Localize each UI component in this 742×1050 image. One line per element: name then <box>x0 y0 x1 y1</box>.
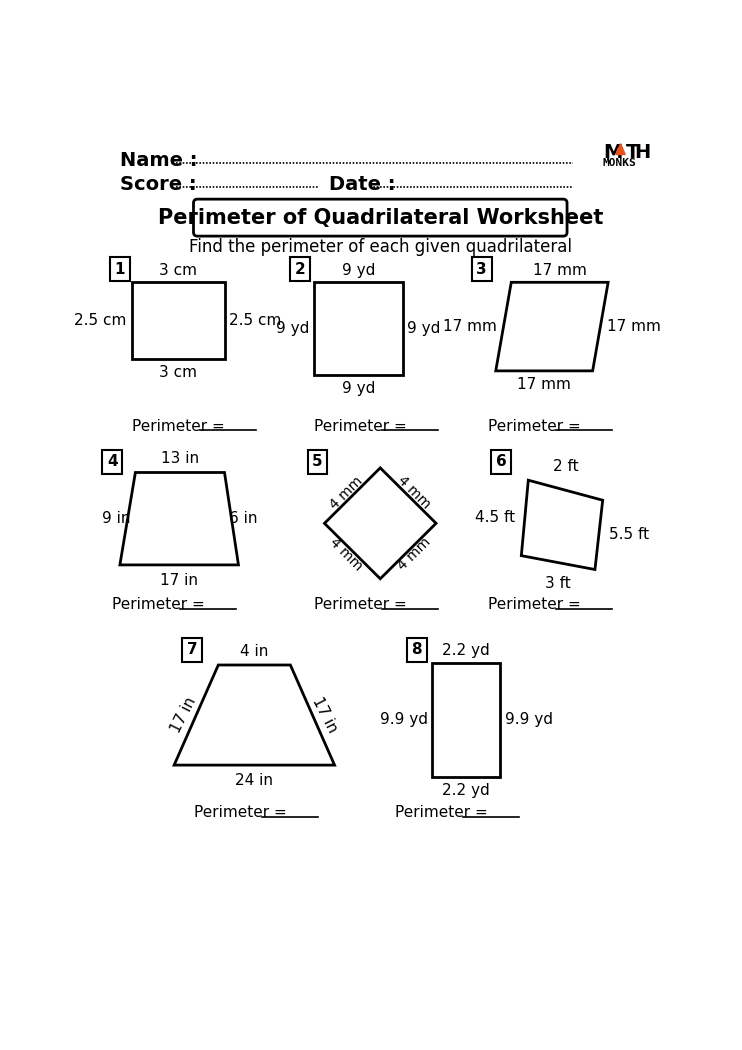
Text: 9 yd: 9 yd <box>341 381 375 396</box>
Text: 4 mm: 4 mm <box>395 474 433 511</box>
Text: 9 in: 9 in <box>102 511 131 526</box>
Bar <box>314 282 403 375</box>
Text: 17 mm: 17 mm <box>517 377 571 392</box>
Text: Perimeter =: Perimeter = <box>314 419 407 434</box>
Text: 2.5 cm: 2.5 cm <box>74 313 127 329</box>
Text: Score :: Score : <box>120 175 197 194</box>
Text: 3 cm: 3 cm <box>159 262 197 277</box>
Text: 3 ft: 3 ft <box>545 575 571 591</box>
Text: 24 in: 24 in <box>235 773 273 788</box>
Text: 8: 8 <box>411 643 422 657</box>
Text: 4 mm: 4 mm <box>395 536 433 573</box>
Text: 17 in: 17 in <box>309 695 340 735</box>
Text: 4: 4 <box>107 455 117 469</box>
Text: Name :: Name : <box>120 151 197 170</box>
Text: Perimeter =: Perimeter = <box>194 805 286 820</box>
Text: Perimeter =: Perimeter = <box>112 597 205 612</box>
Text: Date :: Date : <box>329 175 395 194</box>
Text: M: M <box>603 143 623 162</box>
Text: 5.5 ft: 5.5 ft <box>609 527 649 543</box>
Text: Perimeter of Quadrilateral Worksheet: Perimeter of Quadrilateral Worksheet <box>157 208 603 228</box>
Bar <box>432 663 500 777</box>
Text: 4 mm: 4 mm <box>327 474 365 511</box>
Text: 9 yd: 9 yd <box>275 321 309 336</box>
Text: 4.5 ft: 4.5 ft <box>475 510 515 525</box>
Text: Perimeter =: Perimeter = <box>395 805 487 820</box>
Text: 17 mm: 17 mm <box>444 319 497 334</box>
Text: 2 ft: 2 ft <box>553 459 578 474</box>
Text: Perimeter =: Perimeter = <box>488 419 581 434</box>
Text: 1: 1 <box>114 261 125 277</box>
Bar <box>131 282 225 359</box>
Text: Perimeter =: Perimeter = <box>488 597 581 612</box>
Text: 2.2 yd: 2.2 yd <box>442 783 490 798</box>
Text: 2: 2 <box>295 261 306 277</box>
Text: 2.2 yd: 2.2 yd <box>442 643 490 658</box>
Text: MONKS: MONKS <box>603 158 637 168</box>
Text: 9.9 yd: 9.9 yd <box>505 712 553 728</box>
Text: T: T <box>626 143 640 162</box>
Text: 9.9 yd: 9.9 yd <box>380 712 427 728</box>
Text: 17 in: 17 in <box>168 695 199 735</box>
Text: Find the perimeter of each given quadrilateral: Find the perimeter of each given quadril… <box>188 238 572 256</box>
Polygon shape <box>616 144 626 154</box>
FancyBboxPatch shape <box>194 200 567 236</box>
Text: 9 yd: 9 yd <box>407 321 441 336</box>
Text: 17 in: 17 in <box>160 572 198 588</box>
Text: 3: 3 <box>476 261 487 277</box>
Text: 3 cm: 3 cm <box>159 365 197 380</box>
Text: 4 mm: 4 mm <box>327 536 365 573</box>
Text: 2.5 cm: 2.5 cm <box>229 313 281 329</box>
Text: 17 mm: 17 mm <box>533 262 587 277</box>
Text: 17 mm: 17 mm <box>606 319 660 334</box>
Text: 6 in: 6 in <box>229 511 257 526</box>
Text: 6: 6 <box>496 455 507 469</box>
Text: 13 in: 13 in <box>161 452 199 466</box>
Text: 7: 7 <box>187 643 197 657</box>
Text: Perimeter =: Perimeter = <box>314 597 407 612</box>
Text: 5: 5 <box>312 455 323 469</box>
Text: 4 in: 4 in <box>240 644 269 658</box>
Text: H: H <box>634 143 651 162</box>
Text: 9 yd: 9 yd <box>341 262 375 277</box>
Text: Perimeter =: Perimeter = <box>131 419 224 434</box>
